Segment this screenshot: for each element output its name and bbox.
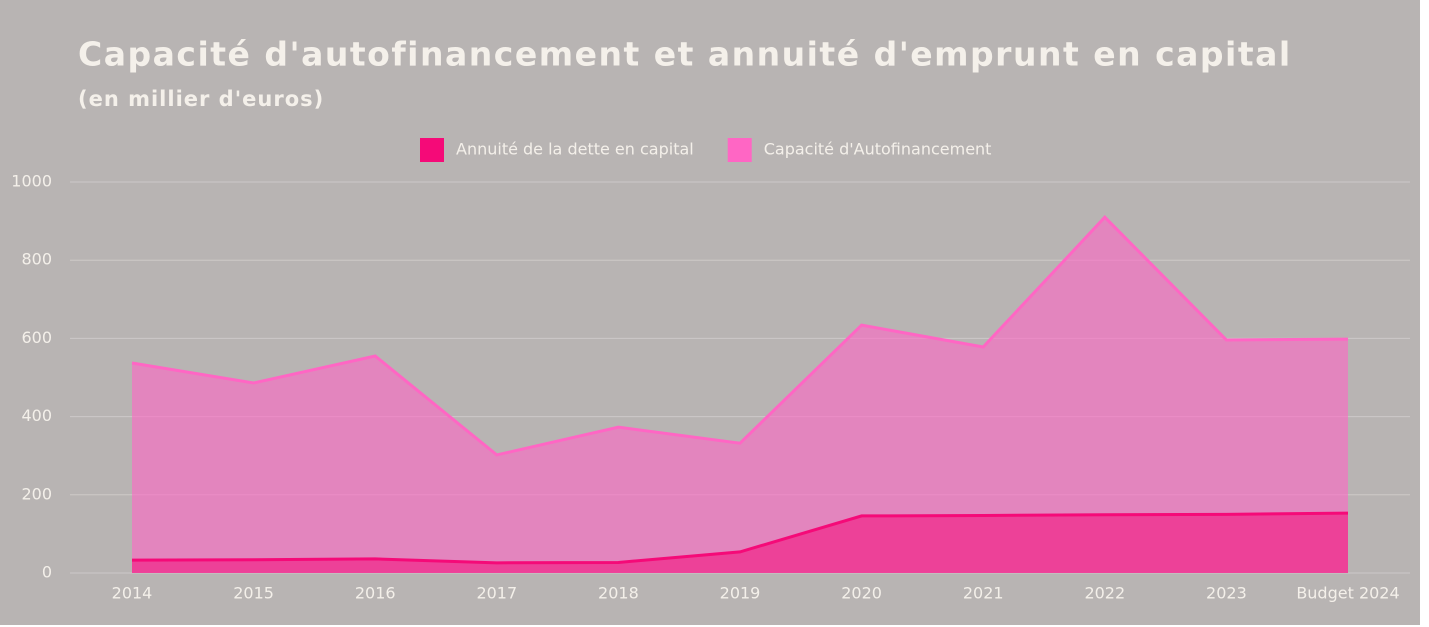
- area-line: [131, 215, 1349, 457]
- chart-subtitle: (en millier d'euros): [78, 87, 324, 111]
- area-line: [131, 511, 1349, 565]
- x-tick-label: 2015: [233, 584, 274, 603]
- chart-title: Capacité d'autofinancement et annuité d'…: [78, 35, 1292, 74]
- area-fill: [132, 513, 1348, 573]
- x-tick-label: 2022: [1084, 584, 1125, 603]
- legend-label: Annuité de la dette en capital: [456, 140, 694, 159]
- y-tick-label: 1000: [11, 172, 52, 191]
- x-tick-label: 2018: [598, 584, 639, 603]
- y-tick-label: 800: [21, 250, 52, 269]
- y-tick-label: 600: [21, 328, 52, 347]
- x-tick-label: Budget 2024: [1296, 584, 1399, 603]
- area-fill: [132, 217, 1348, 573]
- legend-swatch: [727, 138, 752, 162]
- y-tick-label: 400: [21, 406, 52, 425]
- x-tick-label: 2016: [355, 584, 396, 603]
- y-tick-label: 200: [21, 484, 52, 503]
- legend-label: Capacité d'Autofinancement: [764, 140, 992, 159]
- x-tick-label: 2019: [720, 584, 761, 603]
- y-tick-label: 0: [42, 563, 52, 582]
- legend-swatch: [420, 138, 444, 162]
- x-tick-label: 2017: [476, 584, 517, 603]
- x-tick-label: 2021: [963, 584, 1004, 603]
- x-tick-label: 2014: [112, 584, 153, 603]
- x-tick-label: 2023: [1206, 584, 1247, 603]
- x-tick-label: 2020: [841, 584, 882, 603]
